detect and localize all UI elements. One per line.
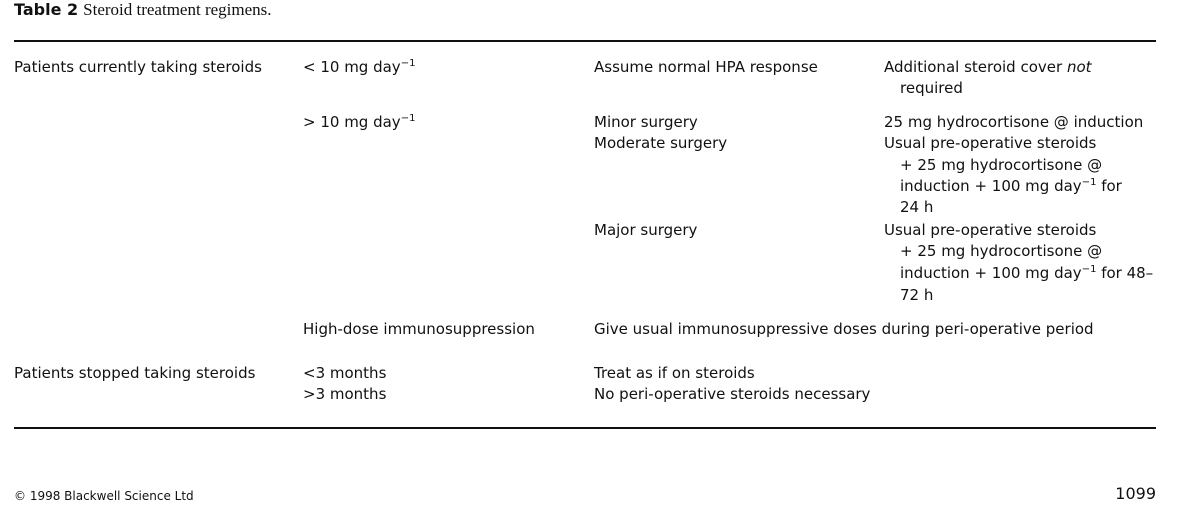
- group-stopped: Patients stopped taking steroids: [14, 364, 256, 382]
- action-moderate-4: 24 h: [900, 198, 934, 216]
- action-immuno: Give usual immunosuppressive doses durin…: [594, 320, 1094, 338]
- bottom-rule: [14, 427, 1156, 429]
- dose-high: > 10 mg day−1: [303, 113, 416, 131]
- action-moderate-3: induction + 100 mg day−1 for: [900, 177, 1122, 195]
- table-title: Steroid treatment regimens.: [83, 0, 272, 19]
- table-caption: Table 2 Steroid treatment regimens.: [14, 0, 272, 20]
- duration-gt3: >3 months: [303, 385, 387, 403]
- group-current: Patients currently taking steroids: [14, 58, 262, 76]
- action-low-cont: required: [900, 79, 963, 97]
- action-gt3: No peri-operative steroids necessary: [594, 385, 871, 403]
- action-low: Additional steroid cover not: [884, 58, 1092, 76]
- action-major-4: 72 h: [900, 286, 934, 304]
- situation-minor: Minor surgery: [594, 113, 698, 131]
- dose-immuno: High-dose immunosuppression: [303, 320, 535, 338]
- situation-low: Assume normal HPA response: [594, 58, 818, 76]
- action-moderate-1: Usual pre-operative steroids: [884, 134, 1097, 152]
- action-major-3: induction + 100 mg day−1 for 48–: [900, 264, 1154, 282]
- top-rule: [14, 40, 1156, 42]
- situation-moderate: Moderate surgery: [594, 134, 728, 152]
- page-number: 1099: [1115, 484, 1156, 503]
- action-major-2: + 25 mg hydrocortisone @: [900, 242, 1103, 260]
- dose-low: < 10 mg day−1: [303, 58, 416, 76]
- action-lt3: Treat as if on steroids: [594, 364, 755, 382]
- action-minor: 25 mg hydrocortisone @ induction: [884, 113, 1144, 131]
- situation-major: Major surgery: [594, 221, 698, 239]
- duration-lt3: <3 months: [303, 364, 387, 382]
- action-moderate-2: + 25 mg hydrocortisone @: [900, 156, 1103, 174]
- table-label: Table 2: [14, 0, 79, 19]
- copyright: © 1998 Blackwell Science Ltd: [14, 489, 194, 503]
- action-major-1: Usual pre-operative steroids: [884, 221, 1097, 239]
